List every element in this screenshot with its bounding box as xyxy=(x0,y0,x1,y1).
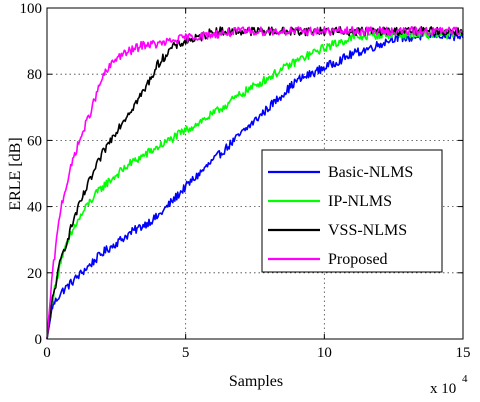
legend-box xyxy=(261,149,443,273)
x-multiplier-exponent: 4 xyxy=(462,373,468,385)
plot-frame xyxy=(46,7,464,340)
y-tick-label: 60 xyxy=(27,133,42,149)
series-lines xyxy=(46,26,464,340)
x-axis-label: Samples xyxy=(229,373,283,390)
y-tick-label: 100 xyxy=(20,1,43,17)
y-tick-label: 0 xyxy=(35,332,43,348)
y-axis-label: ERLE [dB] xyxy=(7,137,24,210)
x-multiplier: x 10 xyxy=(430,381,456,397)
x-tick-label: 5 xyxy=(182,345,190,361)
legend-label: IP-NLMS xyxy=(328,193,392,210)
legend-label: Proposed xyxy=(328,251,388,268)
x-tick-label: 10 xyxy=(317,345,332,361)
series-line-vss-nlms xyxy=(46,26,464,340)
y-tick-label: 20 xyxy=(27,266,42,282)
y-tick-label: 80 xyxy=(27,67,42,83)
tick-marks xyxy=(46,7,464,340)
legend: Basic-NLMS IP-NLMS VSS-NLMS Proposed xyxy=(261,149,443,273)
x-tick-label: 15 xyxy=(456,345,471,361)
series-line-proposed xyxy=(46,26,464,340)
x-tick-label: 0 xyxy=(43,345,51,361)
y-tick-label: 40 xyxy=(27,200,42,216)
legend-label: Basic-NLMS xyxy=(328,164,413,181)
legend-label: VSS-NLMS xyxy=(328,222,407,239)
series-line-basic-nlms xyxy=(46,30,464,340)
